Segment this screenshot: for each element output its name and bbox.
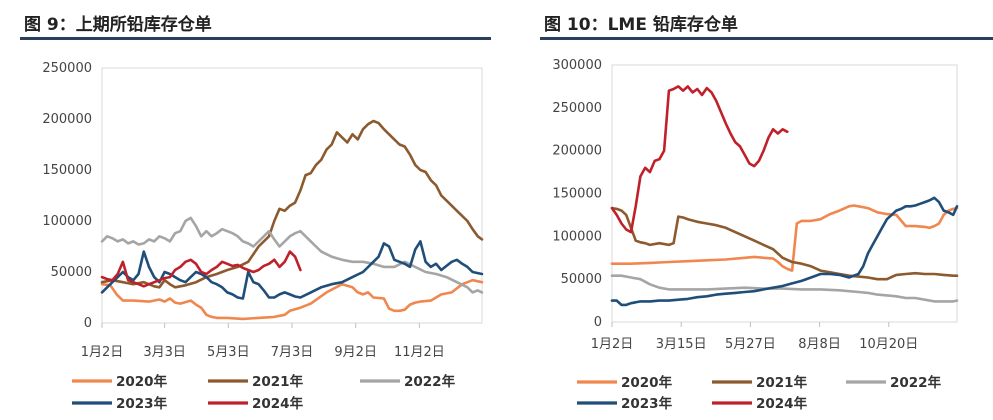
chart-1: 0 50000 100000 150000 200000 250000 1月2日 3月3日 5月… (42, 61, 484, 412)
y-tick-label: 200000 (42, 112, 92, 127)
series-line-2020年 (100, 278, 484, 321)
x-tick-label: 5月27日 (725, 337, 776, 352)
x-tick-label: 7月3日 (271, 345, 314, 360)
y-tick-label: 250000 (552, 101, 602, 116)
x-tick-label: 3月3日 (143, 345, 186, 360)
legend-label: 2023年 (621, 395, 673, 412)
y-tick-label: 50000 (51, 265, 92, 280)
y-tick-label: 200000 (552, 144, 602, 159)
plot-area-frame (101, 67, 483, 324)
x-tick-label: 1月2日 (591, 337, 634, 352)
legend-label: 2022年 (404, 373, 456, 390)
series-line-2021年 (100, 119, 484, 289)
y-tick-label: 50000 (561, 272, 602, 287)
x-tick-label: 11月2日 (394, 345, 445, 360)
legend-label: 2021年 (756, 374, 808, 391)
legend-label: 2021年 (252, 373, 304, 390)
chart-2-title-rule (540, 37, 993, 40)
series-line-2021年 (610, 206, 959, 281)
series-line-2020年 (610, 204, 959, 272)
x-tick-label: 9月2日 (334, 345, 377, 360)
series-line-2022年 (100, 216, 484, 294)
chart-1-title-rule (20, 37, 491, 40)
chart-2-title: 图 10：LME 铅库存仓单 (544, 15, 738, 35)
y-tick-label: 0 (84, 316, 92, 331)
y-tick-label: 100000 (552, 229, 602, 244)
series-line-2024年 (100, 250, 302, 288)
x-tick-label: 10月20日 (859, 337, 918, 352)
y-tick-label: 250000 (42, 61, 92, 76)
y-tick-label: 0 (594, 315, 602, 330)
y-tick-label: 100000 (42, 214, 92, 229)
plot-area-frame (611, 64, 958, 323)
x-tick-label: 5月3日 (207, 345, 250, 360)
chart-1-title: 图 9：上期所铅库存仓单 (24, 15, 212, 35)
legend-label: 2022年 (890, 374, 942, 391)
series-line-2023年 (100, 240, 484, 300)
legend-label: 2020年 (621, 374, 673, 391)
legend-label: 2020年 (116, 373, 168, 390)
legend-label: 2024年 (756, 395, 808, 412)
series-line-2022年 (610, 274, 959, 303)
series-line-2023年 (610, 196, 959, 307)
x-tick-label: 8月8日 (798, 337, 841, 352)
y-tick-label: 150000 (42, 163, 92, 178)
series-line-2024年 (610, 85, 789, 234)
legend-label: 2023年 (116, 395, 168, 412)
y-tick-label: 150000 (552, 187, 602, 202)
x-tick-label: 3月15日 (656, 337, 707, 352)
x-tick-label: 1月2日 (81, 345, 124, 360)
y-tick-label: 300000 (552, 58, 602, 73)
chart-2: 0 50000 100000 150000 200000 250000 300000 1月2日… (552, 58, 959, 412)
legend-label: 2024年 (252, 395, 304, 412)
